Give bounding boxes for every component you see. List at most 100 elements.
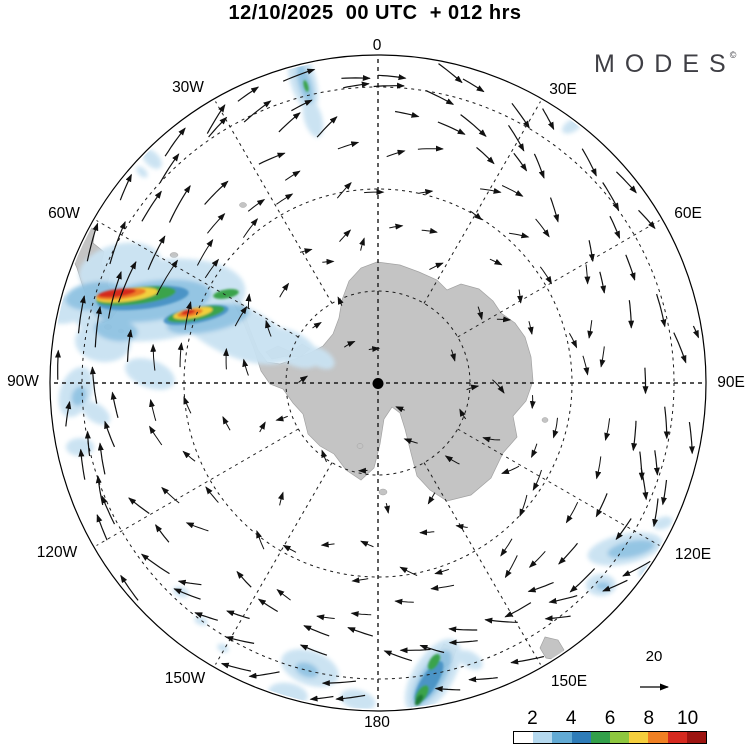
wind-arrow bbox=[673, 332, 687, 364]
wind-arrow bbox=[434, 568, 450, 575]
precip-shading-patch bbox=[194, 616, 208, 626]
wind-arrow bbox=[565, 501, 579, 524]
wind-arrow bbox=[542, 108, 555, 131]
wind-arrow bbox=[156, 259, 178, 296]
wind-arrow bbox=[427, 492, 436, 505]
wind-arrow bbox=[208, 116, 228, 138]
wind-arrow bbox=[513, 152, 528, 172]
wind-arrow bbox=[692, 325, 700, 339]
wind-arrow bbox=[78, 448, 86, 480]
wind-arrow bbox=[149, 398, 157, 421]
wind-arrow bbox=[364, 189, 385, 196]
wind-arrow bbox=[552, 417, 559, 439]
wind-arrow bbox=[335, 694, 366, 702]
wind-arrow bbox=[161, 486, 180, 504]
wind-arrow bbox=[462, 78, 485, 93]
wind-arrow bbox=[291, 99, 313, 112]
wind-arrow bbox=[403, 438, 418, 445]
wind-arrow bbox=[86, 222, 99, 262]
islet bbox=[541, 417, 549, 423]
wind-reference-value: 20 bbox=[645, 648, 663, 665]
wind-arrow bbox=[389, 223, 404, 230]
wind-arrow bbox=[259, 421, 266, 433]
wind-arrow bbox=[205, 486, 219, 503]
lon-label-30E: 30E bbox=[549, 81, 577, 98]
wind-arrow bbox=[383, 650, 413, 662]
precip-shading-patch bbox=[305, 346, 335, 370]
wind-arrow bbox=[549, 197, 560, 223]
wind-arrow bbox=[394, 110, 420, 118]
wind-arrow bbox=[110, 391, 119, 418]
lon-label-150E: 150E bbox=[550, 673, 588, 690]
colorbar-segment bbox=[686, 732, 706, 743]
wind-arrow bbox=[282, 544, 297, 553]
wind-arrow bbox=[206, 104, 226, 134]
colorbar-segment bbox=[514, 732, 534, 743]
precip-shading-patch bbox=[264, 327, 320, 369]
wind-arrow bbox=[368, 346, 381, 352]
wind-arrow bbox=[430, 584, 455, 591]
wind-arrow bbox=[97, 442, 106, 475]
lon-label-120W: 120W bbox=[36, 544, 78, 561]
wind-arrow bbox=[55, 349, 62, 380]
lon-label-180: 180 bbox=[364, 714, 390, 731]
wind-arrow bbox=[394, 598, 414, 605]
wind-arrow bbox=[638, 451, 645, 481]
wind-arrow bbox=[438, 63, 463, 84]
wind-arrow bbox=[544, 615, 571, 622]
colorbar-tick: 4 bbox=[565, 708, 577, 729]
wind-arrow bbox=[276, 193, 294, 205]
precip-shading-patch bbox=[340, 689, 376, 709]
wind-arrow bbox=[96, 513, 108, 541]
wind-arrow bbox=[247, 198, 266, 212]
wind-arrow bbox=[155, 524, 170, 543]
wind-arrow bbox=[104, 420, 116, 448]
wind-arrow bbox=[150, 343, 157, 371]
wind-arrow bbox=[237, 86, 260, 102]
wind-arrow bbox=[548, 595, 578, 604]
precip-shading-patch bbox=[607, 539, 655, 559]
wind-arrow bbox=[258, 152, 286, 165]
wind-arrow bbox=[173, 588, 201, 600]
precip-shading-patch bbox=[66, 438, 94, 456]
wind-arrow bbox=[661, 479, 668, 506]
wind-arrow bbox=[256, 530, 265, 550]
islet bbox=[169, 252, 179, 258]
wind-arrow bbox=[595, 493, 608, 518]
wind-arrow bbox=[109, 220, 126, 265]
wind-arrow bbox=[185, 522, 209, 532]
wind-arrow bbox=[469, 210, 483, 221]
precip-shading-patch bbox=[302, 98, 324, 138]
wind-arrow bbox=[509, 232, 530, 239]
wind-arrow bbox=[489, 258, 503, 266]
wind-arrow bbox=[582, 355, 590, 376]
wind-arrow bbox=[303, 625, 330, 637]
wind-arrow bbox=[455, 523, 468, 530]
wind-arrow bbox=[279, 282, 290, 298]
wind-arrow bbox=[177, 342, 184, 368]
lon-label-30W: 30W bbox=[172, 79, 204, 96]
wind-arrow bbox=[321, 680, 356, 687]
wind-arrow bbox=[275, 415, 288, 422]
wind-arrow bbox=[147, 235, 166, 270]
wind-arrow bbox=[347, 627, 373, 637]
wind-arrow bbox=[282, 68, 316, 82]
wind-arrow bbox=[343, 81, 370, 89]
wind-arrow bbox=[501, 465, 520, 474]
wind-arrow bbox=[504, 602, 532, 618]
wind-arrow bbox=[527, 581, 554, 593]
wind-arrow bbox=[278, 112, 301, 133]
wind-arrow bbox=[602, 579, 628, 592]
wind-arrow bbox=[492, 379, 505, 394]
wind-arrow bbox=[460, 114, 487, 137]
wind-arrow bbox=[344, 340, 356, 348]
wind-arrow bbox=[480, 187, 502, 194]
wind-arrow bbox=[359, 237, 365, 251]
wind-arrow bbox=[539, 266, 553, 285]
lon-label-120E: 120E bbox=[674, 546, 712, 563]
lon-label-60E: 60E bbox=[674, 205, 702, 222]
wind-arrow bbox=[284, 170, 301, 181]
wind-arrow bbox=[663, 406, 670, 440]
